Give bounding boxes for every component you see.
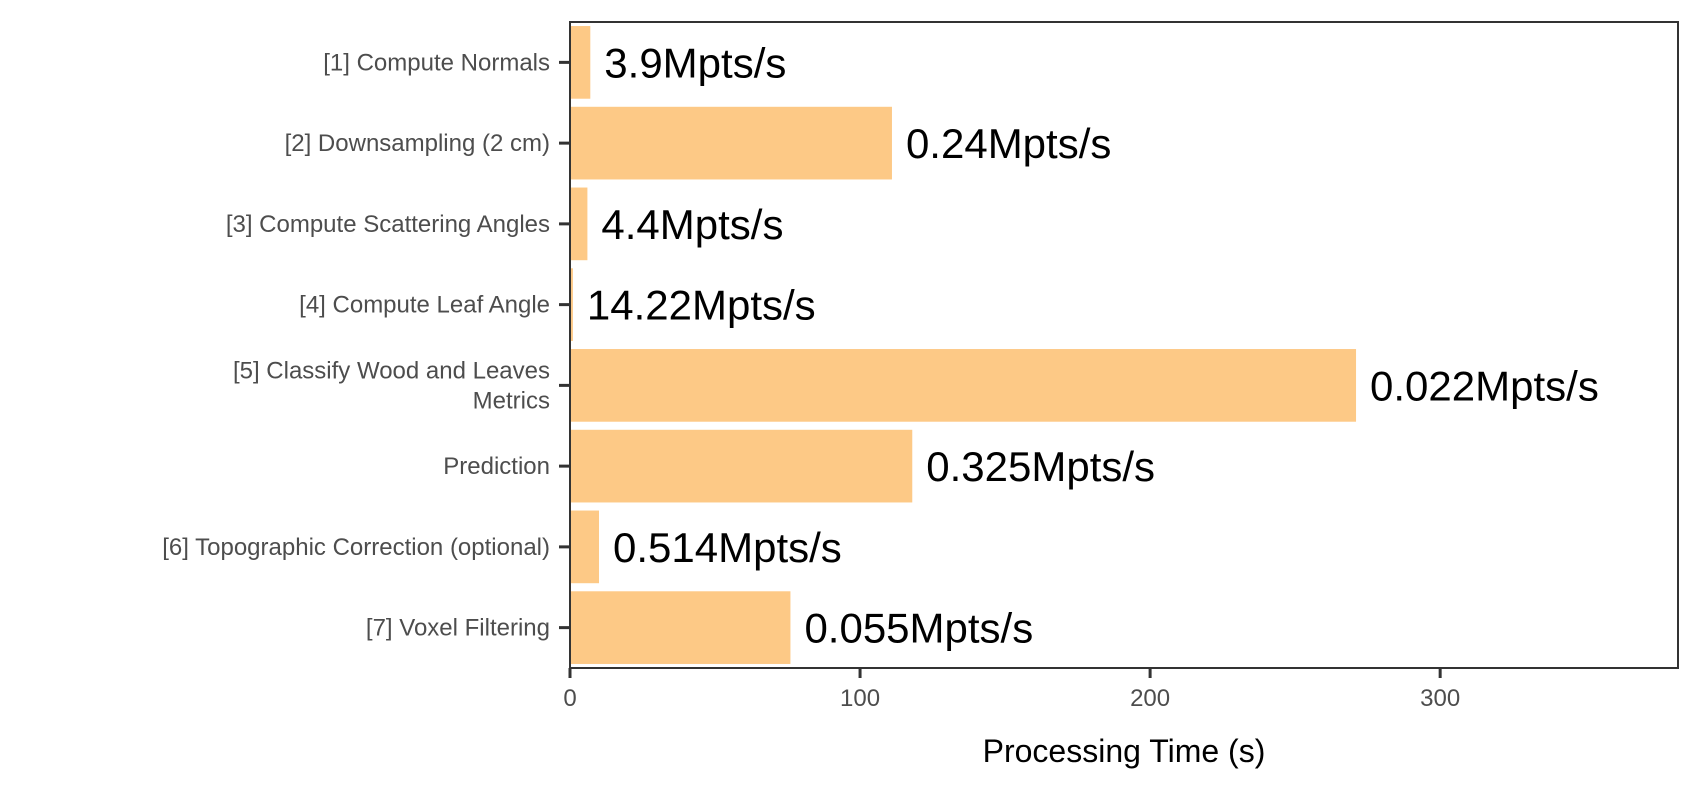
plot-panel-border (569, 21, 1679, 669)
data-label: 4.4Mpts/s (601, 201, 783, 248)
data-label: 14.22Mpts/s (587, 282, 816, 329)
bar (570, 429, 913, 503)
y-tick-label: Prediction (443, 453, 550, 480)
y-tick-label-line: [7] Voxel Filtering (366, 615, 550, 642)
bar (570, 106, 892, 180)
data-labels-group: 3.9Mpts/s 0.24Mpts/s 4.4Mpts/s 14.22Mpts/s 0… (587, 39, 1599, 651)
y-tick-label-line: Metrics (473, 387, 550, 414)
x-tick-label: 0 (563, 685, 576, 712)
y-tick-label: [6] Topographic Correction (optional) (162, 534, 550, 561)
data-label: 0.325Mpts/s (926, 443, 1155, 490)
y-tick-label-line: [4] Compute Leaf Angle (299, 292, 550, 319)
y-tick-label-line: Prediction (443, 453, 550, 480)
bar (570, 591, 791, 664)
bar (570, 349, 1357, 422)
bars-group (570, 26, 1357, 664)
y-tick-label: [3] Compute Scattering Angles (226, 211, 550, 238)
data-label: 3.9Mpts/s (604, 39, 786, 86)
y-tick-label-line: [3] Compute Scattering Angles (226, 211, 550, 238)
y-tick-label-line: [6] Topographic Correction (optional) (162, 534, 550, 561)
y-tick-label-line: [2] Downsampling (2 cm) (285, 130, 550, 157)
y-tick-label-line: [1] Compute Normals (323, 49, 550, 76)
x-axis-title: Processing Time (s) (983, 733, 1266, 769)
y-tick-label: [2] Downsampling (2 cm) (285, 130, 550, 157)
y-tick-label: [1] Compute Normals (323, 49, 550, 76)
data-label: 0.055Mpts/s (804, 605, 1033, 652)
y-tick-label: [7] Voxel Filtering (366, 615, 550, 642)
x-tick-label: 200 (1130, 685, 1170, 712)
y-tick-label-line: [5] Classify Wood and Leaves (233, 357, 550, 384)
bar (570, 26, 591, 99)
y-tick-label: [5] Classify Wood and Leaves Metrics (233, 357, 550, 414)
data-label: 0.022Mpts/s (1370, 362, 1599, 409)
bar (570, 268, 573, 341)
data-label: 0.514Mpts/s (613, 524, 842, 571)
x-tick-label: 100 (840, 685, 880, 712)
y-tick-label: [4] Compute Leaf Angle (299, 292, 550, 319)
bar (570, 187, 588, 261)
x-axis: 0 100 200 300 (563, 668, 1460, 712)
bar (570, 510, 600, 584)
y-axis: [1] Compute Normals [2] Downsampling (2 c… (162, 49, 570, 642)
data-label: 0.24Mpts/s (906, 120, 1111, 167)
x-tick-label: 300 (1420, 685, 1460, 712)
